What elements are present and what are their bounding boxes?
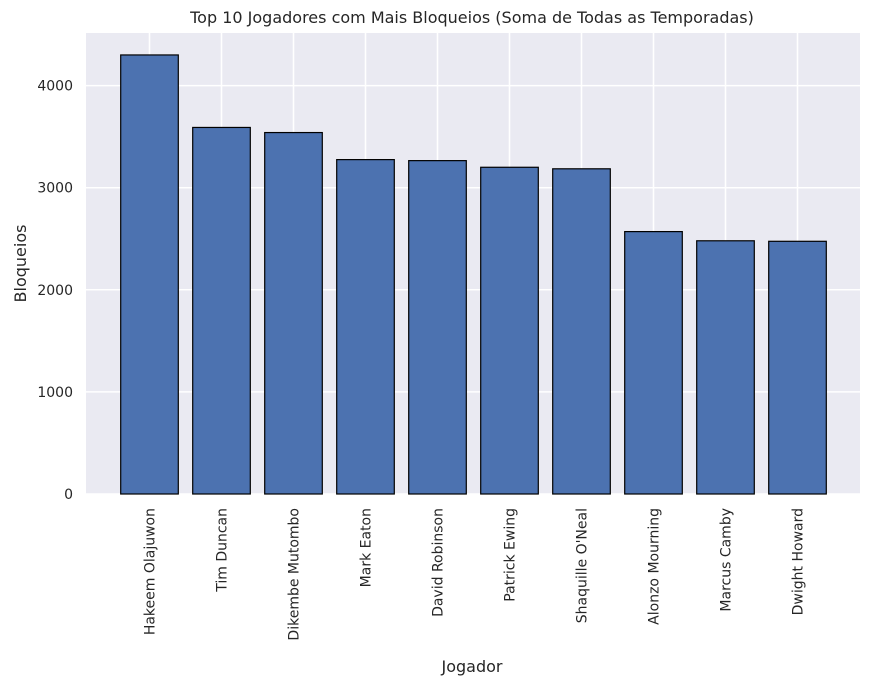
x-tick-label: David Robinson: [431, 508, 447, 617]
x-axis-ticks: Hakeem Olajuwon Tim Duncan Dikembe Mutombo…: [143, 508, 807, 641]
y-tick-label: 1000: [37, 385, 73, 401]
bar: [480, 166, 539, 495]
chart-title: Top 10 Jogadores com Mais Bloqueios (Som…: [189, 8, 754, 27]
x-tick-label: Mark Eaton: [359, 508, 375, 587]
bar: [768, 240, 827, 495]
bar: [336, 159, 395, 495]
x-axis-label: Jogador: [441, 657, 503, 676]
bar: [408, 160, 467, 495]
bar: [192, 126, 251, 495]
x-tick-label: Dwight Howard: [791, 508, 807, 615]
bar: [696, 240, 755, 495]
x-tick-label: Alonzo Mourning: [647, 508, 663, 625]
x-tick-label: Marcus Camby: [719, 508, 735, 612]
x-tick-label: Tim Duncan: [215, 508, 231, 593]
bars: [120, 54, 827, 495]
bar: [120, 54, 179, 495]
bar: [264, 131, 323, 495]
y-tick-label: 2000: [37, 283, 73, 299]
y-tick-label: 3000: [37, 181, 73, 197]
bar: [552, 168, 611, 495]
x-tick-label: Dikembe Mutombo: [287, 508, 303, 641]
x-tick-label: Patrick Ewing: [503, 508, 519, 602]
y-tick-label: 4000: [37, 79, 73, 95]
x-tick-label: Hakeem Olajuwon: [143, 508, 159, 635]
y-axis-label: Bloqueios: [11, 225, 30, 303]
y-tick-label: 0: [64, 487, 73, 503]
x-tick-label: Shaquille O'Neal: [575, 508, 591, 623]
y-axis-ticks: 0 1000 2000 3000 4000: [37, 79, 73, 503]
bar: [624, 230, 683, 495]
